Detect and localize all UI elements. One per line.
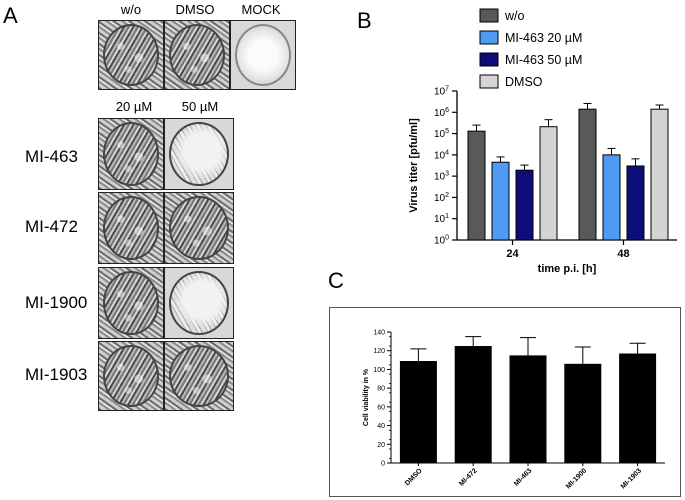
panel-a-letter: A (3, 3, 18, 28)
legend-swatch (479, 74, 499, 89)
x-tick-label: MI-1903 (620, 467, 643, 490)
y-tick-label: 40 (377, 423, 385, 430)
bar (539, 126, 558, 241)
bar (515, 169, 534, 241)
bar (399, 361, 437, 463)
y-tick-label: 60 (377, 404, 385, 411)
x-tick-label: 48 (617, 248, 629, 260)
y-axis-title: Virus titer [pfu/ml] (408, 118, 420, 213)
plaque-well-mock (230, 20, 296, 90)
bar (650, 108, 669, 241)
cell-viability-frame (329, 307, 681, 497)
panel-b-letter: B (357, 8, 372, 33)
legend-label: w/o (504, 9, 525, 23)
y-tick-label: 105 (434, 128, 449, 140)
column-label-50um: 50 µM (181, 99, 219, 114)
plaque-well-mi1900-20 (98, 267, 164, 339)
legend-swatch (479, 30, 499, 45)
bar (564, 363, 602, 463)
row-label-mi1903: MI-1903 (25, 365, 88, 384)
column-label-mock: MOCK (241, 2, 281, 17)
plaque-well-mi1903-20 (98, 341, 164, 411)
x-tick-label: MI-463 (513, 467, 533, 487)
column-label-dmso: DMSO (175, 2, 215, 17)
plaque-well-dmso (164, 20, 230, 90)
y-tick-label: 100 (373, 367, 385, 374)
y-tick-label: 20 (377, 442, 385, 449)
bar (509, 355, 547, 463)
y-tick-label: 106 (434, 107, 449, 119)
row-label-mi1900: MI-1900 (25, 293, 88, 312)
column-label-wo: w/o (120, 2, 142, 17)
y-tick-label: 120 (373, 348, 385, 355)
bar (491, 161, 510, 241)
y-tick-label: 140 (373, 330, 385, 337)
plaque-well-mi1903-50 (164, 341, 234, 411)
y-tick-label: 107 (434, 86, 449, 98)
column-label-20um: 20 µM (115, 99, 153, 114)
y-tick-label: 80 (377, 386, 385, 393)
bar (578, 108, 597, 241)
bar (619, 353, 657, 463)
bar (454, 346, 492, 463)
row-label-mi472: MI-472 (25, 217, 78, 236)
x-axis-title: time p.i. [h] (538, 263, 597, 275)
panel-c-letter: C (328, 268, 344, 293)
cell-viability-chart: 0 20 40 60 80 100 120 140 Cell viability in % DMS… (363, 330, 665, 491)
plaque-well-mi463-20 (98, 118, 164, 190)
y-tick-label: 101 (434, 213, 449, 225)
y-tick-label: 100 (434, 235, 449, 247)
y-tick-label: 102 (434, 192, 449, 204)
virus-titer-chart: 100 101 102 103 104 105 106 107 Virus titer [pfu… (408, 8, 677, 275)
plaque-well-wo (98, 20, 164, 90)
y-tick-label: 0 (381, 461, 385, 468)
y-axis-title: Cell viability in % (363, 368, 370, 426)
legend-label: MI-463 20 µM (505, 31, 582, 45)
y-tick-label: 104 (434, 149, 449, 161)
bar (467, 130, 486, 241)
bar (626, 165, 645, 241)
legend-swatch (479, 52, 499, 67)
legend-swatch (479, 8, 499, 23)
x-tick-label: DMSO (404, 467, 424, 487)
plaque-well-mi463-50 (164, 118, 234, 190)
x-tick-label: MI-1900 (565, 467, 588, 490)
bar (602, 154, 621, 241)
legend-label: DMSO (505, 75, 543, 89)
y-tick-label: 103 (434, 171, 449, 183)
plaque-well-mi472-20 (98, 192, 164, 264)
x-tick-label: MI-472 (458, 467, 478, 487)
row-label-mi463: MI-463 (25, 147, 78, 166)
x-tick-label: 24 (506, 248, 519, 260)
legend-label: MI-463 50 µM (505, 53, 582, 67)
plaque-well-mi472-50 (164, 192, 234, 264)
plaque-well-mi1900-50 (164, 267, 234, 339)
